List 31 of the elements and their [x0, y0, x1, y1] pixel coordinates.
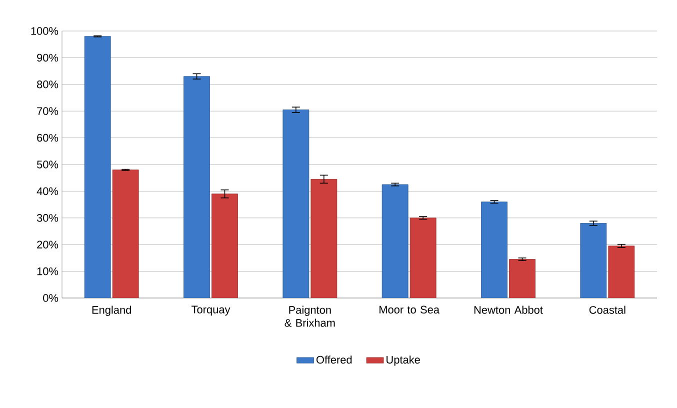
- bar: [112, 170, 139, 298]
- y-tick-label: 80%: [37, 80, 58, 88]
- bar: [410, 218, 436, 298]
- bar: [282, 110, 310, 298]
- bar: [184, 76, 210, 298]
- y-tick-label: 20%: [37, 240, 58, 248]
- bar: [481, 202, 508, 298]
- x-tick-label: Paignton & Brixham: [284, 306, 335, 327]
- y-tick-label: 30%: [36, 214, 58, 222]
- y-tick-label: 100%: [31, 27, 58, 35]
- legend-label: Uptake: [386, 356, 420, 366]
- bar: [382, 184, 408, 298]
- y-tick-label: 50%: [36, 160, 58, 168]
- y-tick-label: 0%: [43, 294, 58, 302]
- y-tick-label: 60%: [37, 134, 58, 142]
- x-tick-label: England: [92, 306, 131, 316]
- x-tick-label: Coastal: [589, 306, 626, 314]
- x-tick-label: Newton Abbot: [474, 306, 543, 314]
- bar: [608, 246, 635, 298]
- x-tick-label: Torquay: [192, 306, 230, 316]
- y-tick-label: 70%: [37, 107, 58, 115]
- legend-label: Offered: [316, 356, 352, 364]
- bar: [310, 178, 338, 298]
- x-tick-label: Moor to Sea: [380, 306, 440, 314]
- y-tick-label: 10%: [37, 267, 58, 276]
- bar: [580, 223, 607, 298]
- bar: [212, 194, 238, 298]
- bar: [84, 36, 111, 298]
- y-tick-label: 90%: [37, 54, 58, 62]
- bar: [509, 259, 536, 298]
- y-tick-label: 40%: [36, 187, 58, 196]
